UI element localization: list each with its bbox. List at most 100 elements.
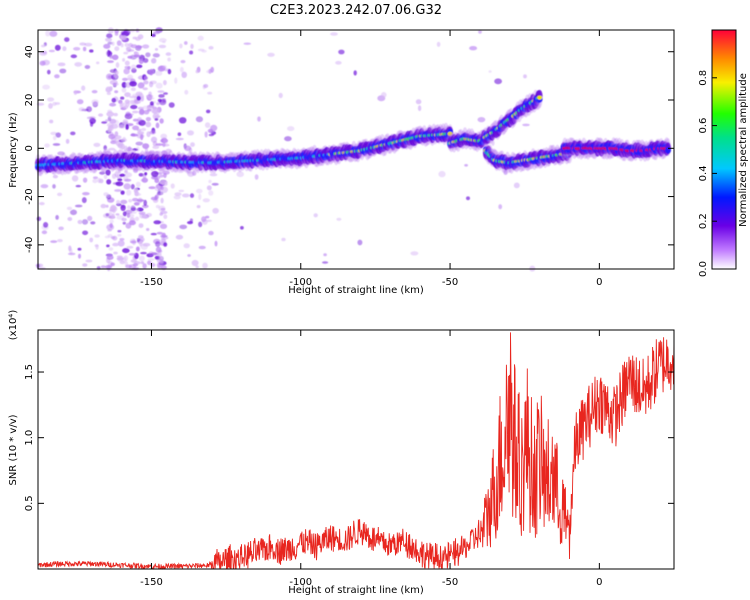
noise-mark	[82, 192, 90, 196]
noise-mark	[175, 234, 184, 240]
noise-mark	[105, 119, 109, 122]
noise-mark	[75, 184, 82, 188]
noise-mark	[116, 255, 123, 258]
noise-mark	[198, 193, 202, 200]
noise-mark	[160, 186, 168, 193]
noise-mark	[163, 80, 167, 86]
noise-mark	[147, 108, 152, 112]
noise-mark	[159, 174, 164, 178]
noise-mark	[438, 170, 446, 178]
noise-mark	[106, 33, 113, 39]
noise-mark	[36, 216, 42, 221]
noise-mark	[123, 51, 129, 55]
snr-marks	[37, 332, 675, 571]
noise-mark	[39, 60, 46, 66]
noise-mark	[90, 221, 96, 225]
noise-mark	[190, 43, 194, 50]
noise-mark	[170, 183, 175, 189]
noise-mark	[136, 133, 145, 139]
noise-mark	[196, 205, 201, 209]
noise-mark	[123, 183, 131, 190]
noise-mark	[174, 77, 178, 84]
noise-mark	[153, 31, 160, 35]
noise-mark	[65, 138, 70, 144]
noise-mark	[87, 215, 93, 222]
noise-mark	[129, 81, 137, 87]
noise-mark	[122, 248, 130, 254]
noise-mark	[161, 232, 166, 238]
noise-mark	[137, 82, 145, 89]
noise-mark	[151, 252, 159, 256]
noise-mark	[160, 180, 168, 185]
noise-mark	[117, 178, 123, 182]
noise-mark	[125, 124, 129, 130]
noise-mark	[152, 57, 156, 61]
noise-mark	[198, 245, 206, 250]
noise-mark	[111, 41, 115, 46]
noise-mark	[132, 263, 139, 267]
noise-mark	[177, 132, 182, 136]
noise-mark	[109, 55, 113, 59]
colorbar: 0.0 0.2 0.4 0.6 0.8 Normalized spectral ampl…	[698, 29, 749, 277]
noise-mark	[284, 136, 292, 142]
noise-mark	[196, 188, 203, 194]
spectrogram-x-tick-label: -150	[140, 277, 163, 288]
noise-mark	[120, 96, 125, 100]
noise-mark	[136, 45, 142, 49]
noise-mark	[44, 143, 50, 148]
noise-mark	[108, 147, 116, 151]
noise-mark	[109, 102, 117, 107]
noise-mark	[50, 131, 58, 136]
noise-mark	[127, 205, 131, 210]
noise-mark	[113, 251, 118, 255]
noise-mark	[211, 182, 219, 186]
noise-mark	[137, 131, 145, 135]
noise-mark	[184, 145, 192, 152]
noise-mark	[130, 133, 139, 137]
noise-mark	[138, 58, 144, 65]
noise-mark	[287, 126, 295, 132]
noise-mark	[181, 193, 190, 198]
noise-mark	[47, 97, 55, 102]
noise-mark	[243, 42, 252, 45]
noise-mark	[110, 236, 116, 240]
noise-mark	[208, 190, 214, 196]
noise-mark	[151, 33, 156, 37]
noise-mark	[141, 177, 148, 183]
noise-mark	[204, 131, 208, 138]
noise-mark	[109, 79, 118, 85]
noise-mark	[77, 247, 82, 251]
noise-mark	[45, 30, 50, 37]
noise-mark	[144, 172, 148, 176]
noise-mark	[106, 111, 115, 117]
noise-mark	[202, 262, 208, 269]
noise-mark	[159, 223, 168, 229]
noise-mark	[107, 116, 112, 122]
noise-mark	[140, 251, 147, 255]
noise-mark	[106, 244, 110, 248]
snr-y-ticks: 0.5 1.0 1.5	[24, 364, 674, 511]
noise-mark	[145, 52, 151, 58]
noise-mark	[155, 82, 163, 89]
noise-mark	[78, 107, 85, 112]
noise-mark	[410, 251, 419, 256]
noise-mark	[130, 64, 137, 70]
noise-mark	[57, 62, 66, 67]
noise-mark	[81, 85, 86, 91]
noise-mark	[205, 215, 210, 219]
noise-mark	[120, 199, 128, 205]
noise-mark	[55, 132, 61, 138]
noise-mark	[163, 214, 168, 219]
colorbar-gradient	[712, 30, 736, 269]
noise-mark	[353, 70, 357, 76]
noise-mark	[82, 230, 89, 236]
noise-mark	[132, 118, 139, 122]
noise-mark	[127, 55, 133, 59]
noise-mark	[141, 127, 147, 132]
noise-mark	[100, 203, 107, 209]
noise-mark	[158, 94, 165, 98]
noise-mark	[152, 53, 160, 58]
noise-mark	[111, 213, 115, 219]
noise-mark	[52, 143, 61, 146]
noise-mark	[123, 68, 130, 75]
